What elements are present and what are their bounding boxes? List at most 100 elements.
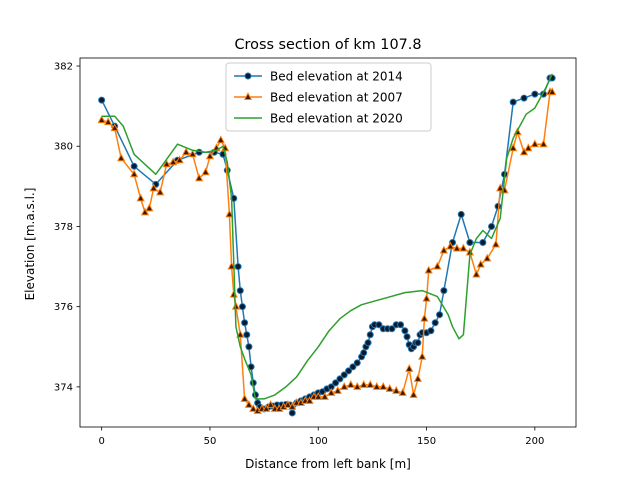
data-point-bed-elevation-at-2007 bbox=[524, 143, 533, 152]
x-axis-label: Distance from left bank [m] bbox=[245, 457, 411, 471]
data-point-bed-elevation-at-2014 bbox=[403, 333, 411, 341]
data-point-bed-elevation-at-2014 bbox=[375, 321, 383, 329]
data-point-bed-elevation-at-2007 bbox=[548, 87, 557, 96]
data-point-bed-elevation-at-2007 bbox=[366, 380, 375, 388]
data-point-bed-elevation-at-2014 bbox=[332, 379, 340, 387]
series-group bbox=[97, 73, 557, 417]
chart-title: Cross section of km 107.8 bbox=[235, 37, 422, 53]
data-point-bed-elevation-at-2007 bbox=[314, 392, 323, 400]
data-point-bed-elevation-at-2014 bbox=[488, 222, 496, 230]
data-point-bed-elevation-at-2007 bbox=[130, 169, 139, 178]
data-point-bed-elevation-at-2007 bbox=[519, 147, 529, 156]
data-point-bed-elevation-at-2007 bbox=[236, 329, 245, 338]
data-point-bed-elevation-at-2014 bbox=[364, 339, 372, 347]
data-point-bed-elevation-at-2007 bbox=[405, 363, 414, 372]
data-point-bed-elevation-at-2007 bbox=[266, 400, 275, 408]
data-point-bed-elevation-at-2014 bbox=[479, 239, 487, 246]
legend-label-bed-elevation-at-2020: Bed elevation at 2020 bbox=[270, 112, 403, 126]
data-point-bed-elevation-at-2014 bbox=[243, 331, 251, 339]
data-point-bed-elevation-at-2007 bbox=[472, 269, 481, 278]
legend-box bbox=[225, 62, 432, 132]
data-point-bed-elevation-at-2007 bbox=[201, 167, 210, 176]
data-point-bed-elevation-at-2014 bbox=[288, 409, 296, 417]
axes-frame bbox=[79, 57, 577, 428]
legend-label-bed-elevation-at-2014: Bed elevation at 2014 bbox=[270, 70, 403, 84]
data-point-bed-elevation-at-2007 bbox=[539, 139, 548, 148]
data-point-bed-elevation-at-2014 bbox=[98, 96, 106, 104]
data-point-bed-elevation-at-2014 bbox=[431, 319, 439, 327]
data-point-bed-elevation-at-2007 bbox=[240, 394, 249, 402]
series-line-bed-elevation-at-2020 bbox=[101, 73, 553, 400]
data-point-bed-elevation-at-2014 bbox=[345, 367, 353, 375]
data-point-bed-elevation-at-2007 bbox=[249, 404, 258, 412]
data-point-bed-elevation-at-2007 bbox=[244, 400, 254, 408]
data-point-bed-elevation-at-2014 bbox=[436, 311, 444, 319]
data-point-bed-elevation-at-2007 bbox=[509, 143, 518, 152]
data-point-bed-elevation-at-2007 bbox=[149, 183, 158, 192]
x-tick-label: 0 bbox=[98, 436, 104, 447]
data-point-bed-elevation-at-2014 bbox=[349, 363, 357, 371]
data-point-bed-elevation-at-2014 bbox=[236, 287, 244, 295]
data-point-bed-elevation-at-2014 bbox=[241, 319, 249, 327]
data-point-bed-elevation-at-2014 bbox=[457, 210, 465, 218]
series-bed-elevation-at-2007 bbox=[97, 87, 557, 414]
data-point-bed-elevation-at-2007 bbox=[398, 388, 407, 396]
data-point-bed-elevation-at-2007 bbox=[385, 384, 394, 392]
data-point-bed-elevation-at-2007 bbox=[156, 187, 165, 196]
data-point-bed-elevation-at-2014 bbox=[509, 98, 517, 106]
data-point-bed-elevation-at-2007 bbox=[320, 392, 329, 400]
data-point-bed-elevation-at-2007 bbox=[288, 402, 297, 410]
data-point-bed-elevation-at-2007 bbox=[333, 386, 342, 394]
data-point-bed-elevation-at-2007 bbox=[424, 265, 433, 274]
data-point-bed-elevation-at-2007 bbox=[422, 293, 431, 302]
data-point-bed-elevation-at-2014 bbox=[366, 331, 374, 339]
data-point-bed-elevation-at-2014 bbox=[401, 327, 409, 335]
data-point-bed-elevation-at-2007 bbox=[491, 239, 500, 248]
data-point-bed-elevation-at-2007 bbox=[392, 386, 401, 394]
axes: 0 50 100 150 200 374 376 378 380 382 bbox=[54, 57, 577, 447]
data-point-bed-elevation-at-2007 bbox=[262, 404, 271, 412]
data-point-bed-elevation-at-2007 bbox=[372, 382, 381, 390]
data-point-bed-elevation-at-2007 bbox=[110, 123, 119, 132]
data-point-bed-elevation-at-2007 bbox=[169, 157, 178, 166]
data-point-bed-elevation-at-2014 bbox=[397, 321, 405, 329]
data-point-bed-elevation-at-2014 bbox=[388, 325, 396, 333]
data-point-bed-elevation-at-2007 bbox=[483, 253, 492, 262]
data-point-bed-elevation-at-2007 bbox=[216, 135, 225, 144]
y-axis-label: Elevation [m.a.s.l.] bbox=[23, 188, 37, 301]
data-point-bed-elevation-at-2014 bbox=[427, 327, 435, 335]
data-point-bed-elevation-at-2014 bbox=[336, 375, 344, 383]
y-tick-label: 376 bbox=[54, 302, 73, 313]
data-point-bed-elevation-at-2007 bbox=[283, 400, 293, 408]
data-point-bed-elevation-at-2007 bbox=[145, 203, 154, 212]
y-tick-label: 378 bbox=[54, 222, 73, 233]
series-bed-elevation-at-2020 bbox=[101, 73, 553, 400]
data-point-bed-elevation-at-2007 bbox=[117, 153, 126, 162]
data-point-bed-elevation-at-2007 bbox=[439, 245, 449, 254]
data-point-bed-elevation-at-2014 bbox=[340, 371, 348, 379]
legend-label-bed-elevation-at-2007: Bed elevation at 2007 bbox=[270, 91, 403, 105]
legend-marker-bed-elevation-at-2014 bbox=[244, 72, 252, 80]
data-point-bed-elevation-at-2007 bbox=[305, 396, 314, 404]
data-point-bed-elevation-at-2007 bbox=[340, 382, 349, 390]
legend-marker-bed-elevation-at-2007 bbox=[243, 92, 253, 100]
x-tick-label: 150 bbox=[417, 436, 436, 447]
data-point-bed-elevation-at-2014 bbox=[234, 263, 242, 271]
x-tick-label: 100 bbox=[309, 436, 328, 447]
data-point-bed-elevation-at-2007 bbox=[452, 243, 462, 252]
data-point-bed-elevation-at-2007 bbox=[409, 390, 418, 398]
data-point-bed-elevation-at-2007 bbox=[104, 117, 113, 126]
x-tick-label: 50 bbox=[204, 436, 217, 447]
data-point-bed-elevation-at-2014 bbox=[238, 303, 246, 311]
data-point-bed-elevation-at-2007 bbox=[418, 351, 427, 360]
data-point-bed-elevation-at-2007 bbox=[359, 380, 368, 388]
y-tick-label: 374 bbox=[54, 382, 73, 393]
plot-area bbox=[97, 73, 557, 417]
data-point-bed-elevation-at-2007 bbox=[327, 388, 336, 396]
data-point-bed-elevation-at-2007 bbox=[97, 115, 106, 124]
data-point-bed-elevation-at-2007 bbox=[530, 139, 539, 148]
y-tick-label: 382 bbox=[54, 62, 73, 73]
data-point-bed-elevation-at-2007 bbox=[140, 207, 150, 216]
data-point-bed-elevation-at-2007 bbox=[353, 382, 362, 390]
